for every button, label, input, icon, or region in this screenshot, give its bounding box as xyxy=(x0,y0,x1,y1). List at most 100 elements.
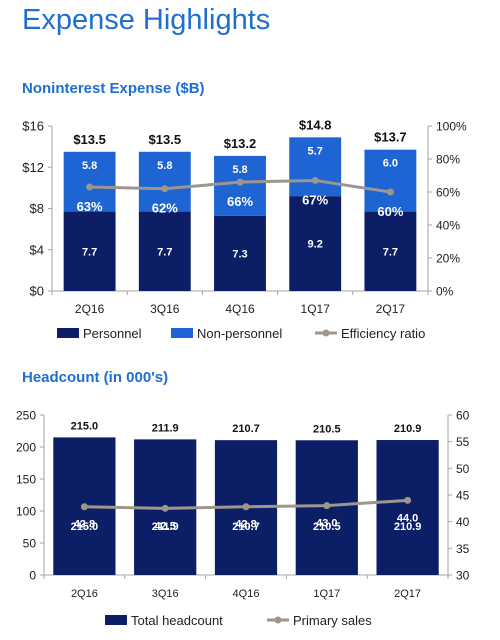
line-point xyxy=(404,496,412,504)
bar-0 xyxy=(364,211,417,291)
bar-total-label: $13.2 xyxy=(224,136,257,151)
headcount-chart: 0 50 100 150 200 250 30 35 40 45 50 55 60 2Q16 3Q16 4Q1… xyxy=(16,409,470,629)
bar-value-label: 5.8 xyxy=(82,160,97,172)
bar-value-label: 211.9 xyxy=(152,521,179,533)
legend-swatch xyxy=(57,328,79,338)
line-value-label: 43.0 xyxy=(316,518,337,530)
bar-value-label: 7.7 xyxy=(82,246,97,258)
line-value-label: 42.5 xyxy=(154,520,175,532)
y-tick-label: 50 xyxy=(23,537,37,551)
bar-value-label: 7.3 xyxy=(232,248,247,260)
bar-0 xyxy=(289,196,342,291)
x-tick-label: 4Q16 xyxy=(225,302,255,316)
bar-total-label: 210.5 xyxy=(313,423,341,435)
line-value-label: 60% xyxy=(377,204,403,219)
legend-marker xyxy=(322,329,330,337)
line-value-label: 63% xyxy=(77,199,103,214)
legend-marker xyxy=(274,616,282,624)
y2-tick-label: 20% xyxy=(436,252,460,266)
x-tick-label: 2Q17 xyxy=(376,302,406,316)
legend-label: Primary sales xyxy=(293,613,372,628)
line-value-label: 42.8 xyxy=(235,519,256,531)
line-point xyxy=(86,183,94,191)
bar-0 xyxy=(214,215,266,291)
bar-value-label: 210.5 xyxy=(313,521,341,533)
line-point xyxy=(386,188,394,196)
y2-tick-label: 60% xyxy=(436,186,460,200)
bar-value-label: 7.7 xyxy=(157,246,172,258)
y-tick-label: $8 xyxy=(30,201,44,216)
y-tick-label: $0 xyxy=(30,284,44,299)
legend-label: Efficiency ratio xyxy=(341,326,425,341)
y2-tick-label: 40% xyxy=(436,219,460,233)
bar-value-label: 5.7 xyxy=(308,145,323,157)
x-tick-label: 3Q16 xyxy=(150,302,180,316)
bar-0 xyxy=(376,440,439,575)
bar-1 xyxy=(364,149,417,212)
bar-total-label: $13.5 xyxy=(73,132,106,147)
x-tick-label: 2Q16 xyxy=(71,588,98,600)
bar-value-label: 210.9 xyxy=(394,521,422,533)
bar-total-label: $14.8 xyxy=(299,117,332,132)
legend-swatch xyxy=(105,615,127,625)
line-point xyxy=(161,504,169,512)
line-point xyxy=(311,176,319,184)
bar-value-label: 6.0 xyxy=(383,158,398,170)
noninterest-expense-chart: $0 $4 $8 $12 $16 0% 20% 40% 60% 80% 100% 2Q16 3Q16 4Q… xyxy=(22,117,467,341)
y-tick-label: $16 xyxy=(22,119,44,134)
bar-0 xyxy=(63,211,116,291)
bar-total-label: 210.9 xyxy=(394,423,422,435)
bar-0 xyxy=(138,211,191,291)
legend-swatch xyxy=(171,328,193,338)
x-tick-label: 1Q17 xyxy=(313,588,340,600)
y-tick-label: $4 xyxy=(30,242,44,257)
line-point xyxy=(242,503,250,511)
x-tick-label: 2Q16 xyxy=(75,302,105,316)
x-tick-label: 1Q17 xyxy=(301,302,331,316)
bar-total-label: $13.7 xyxy=(374,130,407,145)
bar-total-label: $13.5 xyxy=(149,132,182,147)
bar-value-label: 5.8 xyxy=(232,164,247,176)
line-point xyxy=(80,503,88,511)
expense-chart-title: Noninterest Expense ($B) xyxy=(22,80,205,97)
y-tick-label: 200 xyxy=(16,441,36,455)
bar-1 xyxy=(63,151,116,212)
legend-label: Personnel xyxy=(83,326,142,341)
bar-1 xyxy=(289,137,342,197)
x-tick-label: 4Q16 xyxy=(233,588,260,600)
y2-tick-label: 40 xyxy=(456,515,470,529)
bar-1 xyxy=(138,151,191,212)
y2-tick-label: 45 xyxy=(456,489,470,503)
y2-tick-label: 60 xyxy=(456,409,470,423)
legend-label: Total headcount xyxy=(131,613,223,628)
line-point xyxy=(236,178,244,186)
bar-total-label: 210.7 xyxy=(232,423,260,435)
y2-tick-label: 0% xyxy=(436,285,454,299)
line-point xyxy=(323,502,331,510)
bar-total-label: 215.0 xyxy=(71,420,99,432)
y-tick-label: 250 xyxy=(16,409,36,423)
x-tick-label: 3Q16 xyxy=(152,588,179,600)
bar-total-label: 211.9 xyxy=(152,422,179,434)
page-title: Expense Highlights xyxy=(22,4,271,36)
y2-tick-label: 100% xyxy=(436,120,467,134)
y2-tick-label: 80% xyxy=(436,153,460,167)
bar-1 xyxy=(214,155,266,216)
bar-value-label: 7.7 xyxy=(383,246,398,258)
y2-tick-label: 35 xyxy=(456,542,470,556)
line-value-label: 42.8 xyxy=(74,519,95,531)
y-tick-label: 0 xyxy=(29,569,36,583)
bar-value-label: 210.7 xyxy=(232,521,260,533)
y2-tick-label: 30 xyxy=(456,569,470,583)
legend-label: Non-personnel xyxy=(197,326,282,341)
line-value-label: 44.0 xyxy=(397,512,418,524)
y-tick-label: $12 xyxy=(22,160,44,175)
line-value-label: 62% xyxy=(152,201,178,216)
y-tick-label: 100 xyxy=(16,505,36,519)
y-tick-label: 150 xyxy=(16,473,36,487)
bar-value-label: 5.8 xyxy=(157,160,172,172)
y2-tick-label: 50 xyxy=(456,462,470,476)
headcount-chart-title: Headcount (in 000's) xyxy=(22,369,169,386)
line-point xyxy=(161,185,169,193)
line-value-label: 67% xyxy=(302,192,328,207)
